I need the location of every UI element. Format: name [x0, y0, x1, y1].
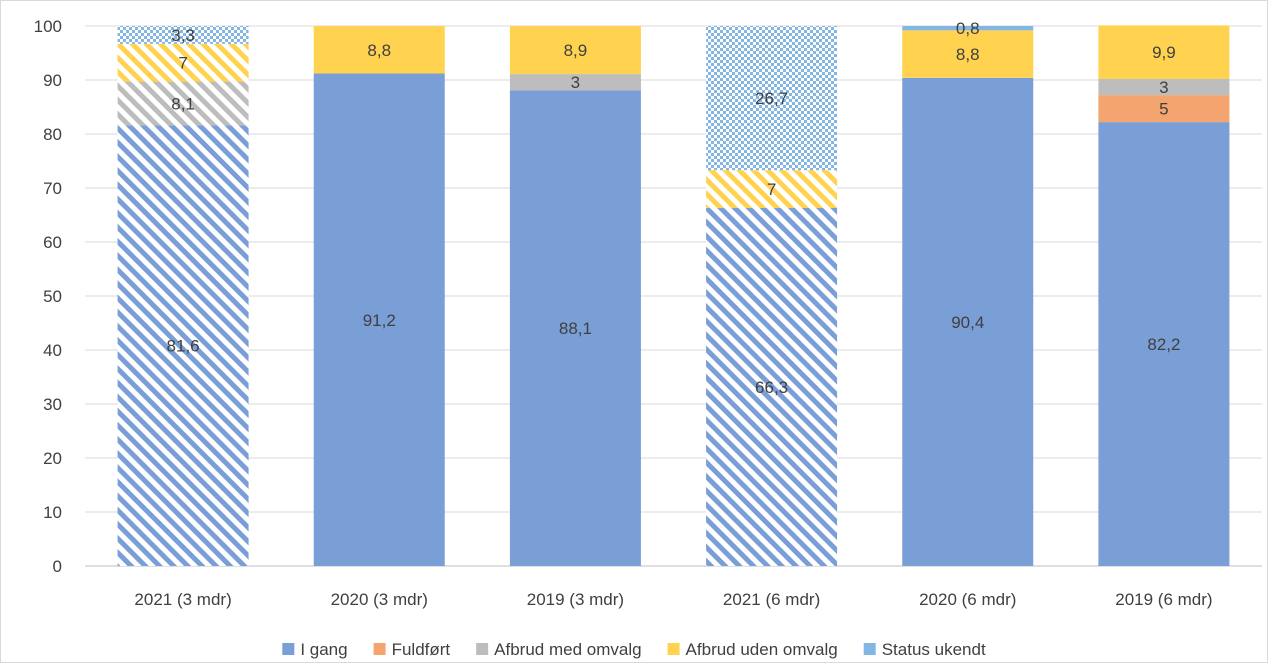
x-tick-label: 2020 (6 mdr): [919, 590, 1016, 609]
legend-swatch-fuldf-rt: [373, 643, 386, 655]
bar-i-gang-2019-3-mdr: [509, 90, 641, 566]
data-label: 0,8: [956, 19, 980, 38]
data-label: 3: [571, 73, 580, 92]
data-label: 26,7: [755, 89, 788, 108]
bar-afbrud-uden-omvalg-2021-3-mdr: [117, 43, 249, 82]
data-label: 66,3: [755, 378, 788, 397]
y-tick-label: 0: [53, 557, 62, 576]
x-axis-ticks: 2021 (3 mdr) 2020 (3 mdr) 2019 (3 mdr) 2021…: [134, 590, 1212, 609]
bar-i-gang-2020-3-mdr: [313, 73, 445, 567]
legend-label-i-gang: I gang: [300, 640, 347, 659]
y-axis-ticks: 0 10 20 30 40 50 60 70 80 90 100: [34, 17, 62, 576]
y-tick-label: 90: [43, 71, 62, 90]
data-label: 3,3: [171, 26, 195, 45]
legend-label-afbrud-uden-omvalg: Afbrud uden omvalg: [686, 640, 838, 659]
x-tick-label: 2019 (3 mdr): [527, 590, 624, 609]
data-label: 91,2: [363, 311, 396, 330]
legend-swatch-status-ukendt: [863, 643, 876, 655]
legend-label-afbrud-med-omvalg: Afbrud med omvalg: [494, 640, 641, 659]
gridlines: [85, 25, 1262, 567]
y-tick-label: 30: [43, 395, 62, 414]
bar-afbrud-med-omvalg-2019-3-mdr: [509, 74, 641, 91]
data-label: 90,4: [951, 313, 984, 332]
y-tick-label: 100: [34, 17, 62, 36]
x-tick-label: 2021 (6 mdr): [723, 590, 820, 609]
bar-i-gang-2019-6-mdr: [1098, 122, 1230, 567]
y-tick-label: 10: [43, 503, 62, 522]
legend-swatch-i-gang: [282, 643, 295, 655]
legend-swatch-afbrud-med-omvalg: [476, 643, 489, 655]
bar-afbrud-uden-omvalg-2019-3-mdr: [509, 26, 641, 75]
bar-status-ukendt-2020-6-mdr: [902, 26, 1034, 31]
bar-afbrud-uden-omvalg-2020-3-mdr: [313, 26, 445, 74]
bar-afbrud-uden-omvalg-2021-6-mdr: [706, 170, 838, 208]
x-tick-label: 2019 (6 mdr): [1115, 590, 1212, 609]
y-tick-label: 80: [43, 125, 62, 144]
data-label: 81,6: [167, 337, 200, 356]
data-label: 8,1: [171, 94, 195, 113]
y-tick-label: 40: [43, 341, 62, 360]
bar-status-ukendt-2021-6-mdr: [706, 26, 838, 171]
data-label: 8,8: [956, 45, 980, 64]
bar-status-ukendt-2021-3-mdr: [117, 26, 249, 44]
bar-afbrud-uden-omvalg-2019-6-mdr: [1098, 25, 1230, 79]
data-label: 7: [767, 180, 776, 199]
legend-swatch-afbrud-uden-omvalg: [667, 643, 680, 655]
data-label: 7: [178, 54, 187, 73]
y-tick-label: 20: [43, 449, 62, 468]
bars: [117, 25, 1230, 567]
data-label: 8,9: [564, 41, 588, 60]
data-label: 88,1: [559, 319, 592, 338]
x-tick-label: 2020 (3 mdr): [331, 590, 428, 609]
y-tick-label: 60: [43, 233, 62, 252]
bar-fuldf-rt-2019-6-mdr: [1098, 95, 1230, 123]
bar-afbrud-uden-omvalg-2020-6-mdr: [902, 30, 1034, 78]
bar-i-gang-2021-6-mdr: [706, 207, 838, 567]
y-tick-label: 50: [43, 287, 62, 306]
data-label: 9,9: [1152, 43, 1176, 62]
y-tick-label: 70: [43, 179, 62, 198]
bar-afbrud-med-omvalg-2019-6-mdr: [1098, 78, 1230, 96]
bar-i-gang-2021-3-mdr: [117, 125, 249, 567]
legend-label-fuldf-rt: Fuldført: [392, 640, 451, 659]
data-label: 5: [1159, 100, 1168, 119]
bar-afbrud-med-omvalg-2021-3-mdr: [117, 81, 249, 126]
legend: I gang Fuldført Afbrud med omvalg Afbrud ud…: [282, 640, 986, 659]
data-label: 82,2: [1147, 335, 1180, 354]
legend-label-status-ukendt: Status ukendt: [882, 640, 986, 659]
bar-i-gang-2020-6-mdr: [902, 77, 1034, 566]
data-label: 3: [1159, 78, 1168, 97]
data-label: 8,8: [367, 41, 391, 60]
data-labels: 81,6 8,1 7 3,3 91,2 8,8 88,1 3 8,9 66,3 7 26,7 90,4 8…: [167, 19, 1181, 397]
x-tick-label: 2021 (3 mdr): [134, 590, 231, 609]
